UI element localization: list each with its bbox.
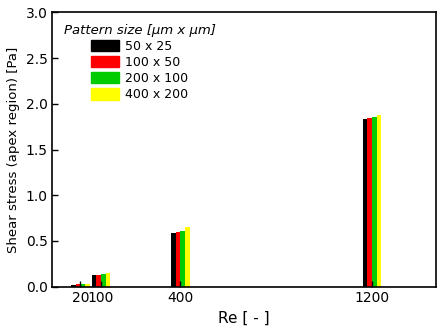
Y-axis label: Shear stress (apex region) [Pa]: Shear stress (apex region) [Pa] xyxy=(7,46,20,253)
Bar xyxy=(185,227,190,287)
Bar xyxy=(81,284,85,287)
Bar xyxy=(363,119,367,287)
Bar xyxy=(105,273,110,287)
Bar xyxy=(367,119,372,287)
Bar xyxy=(101,274,105,287)
Bar xyxy=(92,275,96,287)
Bar xyxy=(175,232,180,287)
Bar xyxy=(372,117,377,287)
Bar xyxy=(180,231,185,287)
Bar xyxy=(171,233,175,287)
Legend: 50 x 25, 100 x 50, 200 x 100, 400 x 200: 50 x 25, 100 x 50, 200 x 100, 400 x 200 xyxy=(58,19,221,106)
Bar xyxy=(71,285,76,287)
Bar xyxy=(377,115,381,287)
Bar xyxy=(85,284,90,287)
Bar xyxy=(76,284,81,287)
X-axis label: Re [ - ]: Re [ - ] xyxy=(218,311,270,326)
Bar xyxy=(96,275,101,287)
